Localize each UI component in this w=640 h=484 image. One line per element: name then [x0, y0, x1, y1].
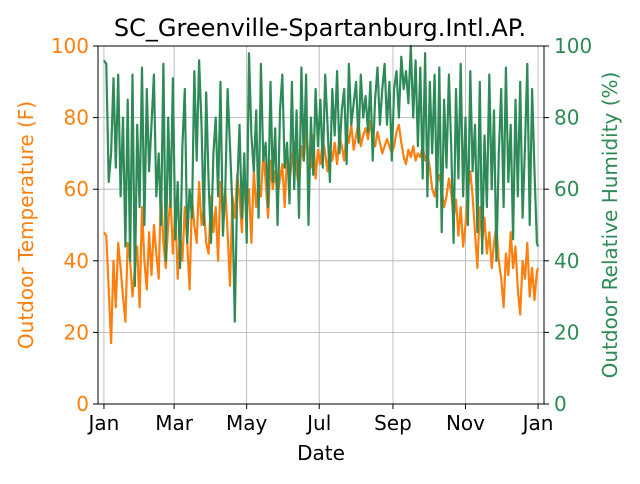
axis-ticks: Jan Mar May Jul Sep Nov Jan0204060801000204060…	[51, 34, 592, 435]
humidity-series-line	[102, 44, 540, 323]
x-tick-label: Jan	[521, 411, 554, 435]
x-tick-label: Mar	[155, 411, 194, 435]
x-axis-label: Date	[297, 441, 345, 465]
x-tick-label: Jul	[305, 411, 331, 435]
y-left-tick-label: 20	[64, 320, 89, 344]
y-right-tick-label: 80	[554, 106, 579, 130]
x-tick-label: Nov	[446, 411, 485, 435]
y-axis-left-label: Outdoor Temperature (F)	[14, 101, 38, 349]
y-left-tick-label: 60	[64, 177, 89, 201]
y-left-tick-label: 80	[64, 106, 89, 130]
y-axis-right-label: Outdoor Relative Humidity (%)	[598, 72, 622, 379]
plot-frame	[97, 45, 545, 405]
x-tick-label: Sep	[374, 411, 412, 435]
y-right-tick-label: 40	[554, 249, 579, 273]
y-left-tick-label: 100	[51, 34, 89, 58]
series-lines	[102, 44, 540, 345]
y-right-tick-label: 60	[554, 177, 579, 201]
y-right-tick-label: 20	[554, 320, 579, 344]
y-right-tick-label: 0	[554, 392, 567, 416]
x-tick-label: Jan	[87, 411, 120, 435]
x-tick-label: May	[226, 411, 268, 435]
y-left-tick-label: 40	[64, 249, 89, 273]
y-right-tick-label: 100	[554, 34, 592, 58]
y-left-tick-label: 0	[76, 392, 89, 416]
chart-title: SC_Greenville-Spartanburg.Intl.AP.	[114, 14, 526, 42]
